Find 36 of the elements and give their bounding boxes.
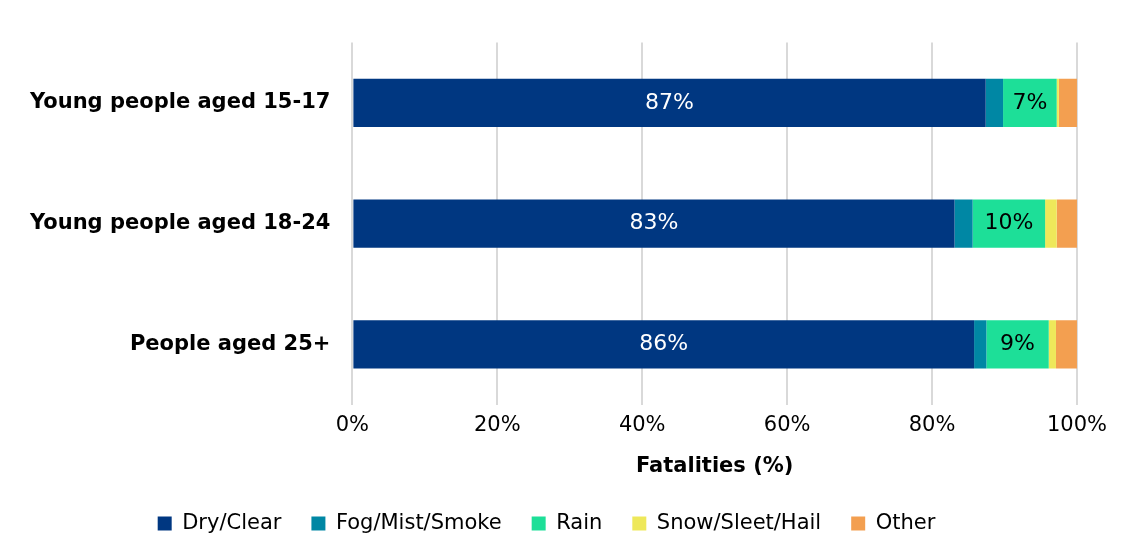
- x-tick-label: 0%: [335, 411, 370, 436]
- y-tick-label: People aged 25+: [129, 330, 331, 355]
- data-label: 86%: [639, 329, 689, 355]
- legend-label: Snow/Sleet/Hail: [656, 509, 822, 534]
- bar: [353, 320, 975, 369]
- bar: [972, 199, 1046, 248]
- legend-label: Other: [875, 509, 936, 534]
- bar: [1048, 320, 1056, 369]
- data-label: 87%: [645, 88, 694, 114]
- data-label: 9%: [1000, 329, 1036, 355]
- y-tick-label: Young people aged 15-17: [29, 89, 331, 114]
- bar: [1056, 199, 1077, 248]
- legend-label: Fog/Mist/Smoke: [335, 509, 502, 534]
- y-tick-label: Young people aged 18-24: [29, 210, 331, 235]
- data-label: 7%: [1012, 88, 1048, 114]
- x-tick-label: 20%: [473, 411, 521, 436]
- data-label: 83%: [629, 209, 679, 235]
- legend-label: Rain: [556, 509, 603, 534]
- bar: [1056, 78, 1059, 128]
- bar: [353, 78, 986, 128]
- bar: [1058, 78, 1077, 128]
- bar: [353, 199, 955, 248]
- bar: [985, 78, 1004, 128]
- x-tick-label: 40%: [618, 411, 666, 436]
- bar: [974, 320, 987, 369]
- bar: [1003, 78, 1057, 128]
- x-axis-title: Fatalities (%): [635, 452, 794, 477]
- bar: [954, 199, 973, 248]
- legend-label: Dry/Clear: [182, 509, 282, 534]
- x-tick-label: 80%: [908, 411, 956, 436]
- bar: [986, 320, 1049, 369]
- data-label: 10%: [984, 209, 1034, 235]
- bar: [1055, 320, 1077, 369]
- x-tick-label: 60%: [763, 411, 811, 436]
- bar: [1045, 199, 1057, 248]
- x-tick-label: 100%: [1046, 411, 1108, 436]
